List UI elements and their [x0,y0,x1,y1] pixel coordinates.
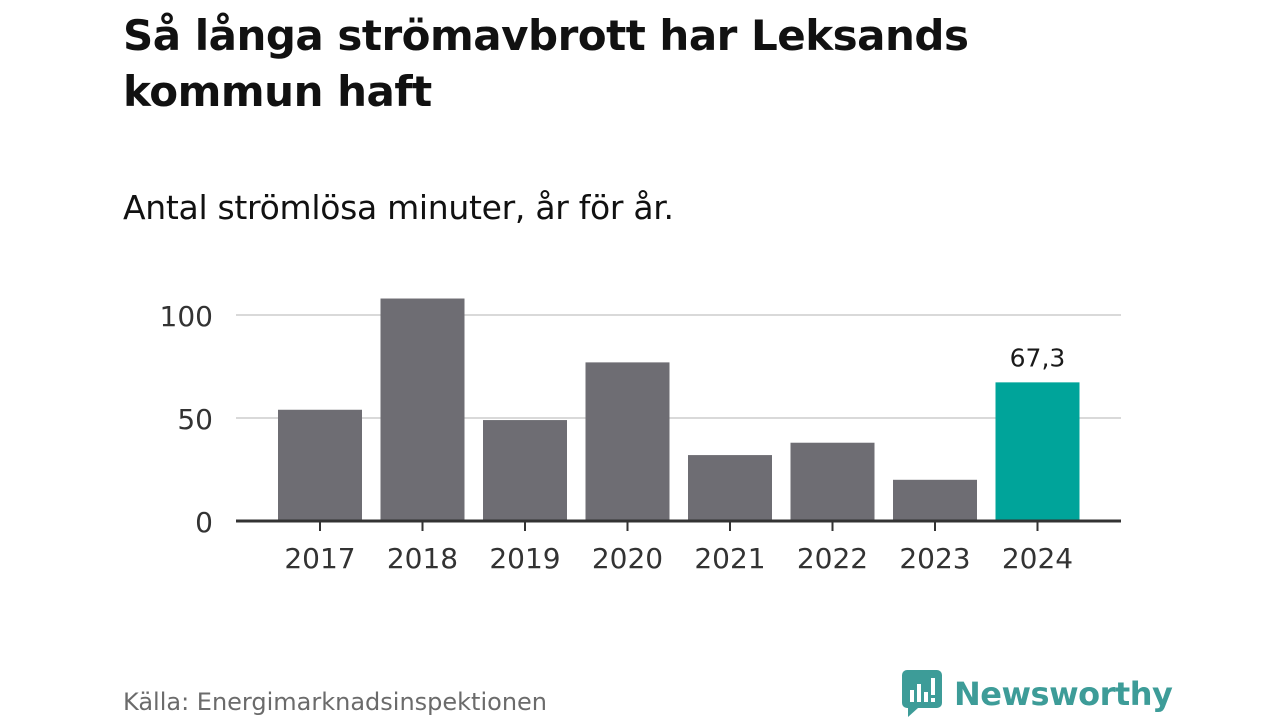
bar-2020 [585,362,670,521]
bar-2019 [483,420,567,521]
x-tick-label: 2023 [899,542,970,575]
x-tick-label: 2018 [387,542,458,575]
bar-2024 [995,382,1080,521]
bar-2022 [790,442,875,521]
brand-logo[interactable]: Newsworthy [902,670,1173,718]
brand-name: Newsworthy [954,675,1173,713]
newsworthy-logo-icon [902,670,942,717]
chart-subtitle: Antal strömlösa minuter, år för år. [123,188,674,227]
y-tick-label: 50 [177,403,213,436]
axes [236,519,1121,531]
data-label: 67,3 [1010,343,1066,372]
bars [278,298,1080,521]
source-note: Källa: Energimarknadsinspektionen [123,688,548,716]
x-tick-label: 2021 [694,542,765,575]
chart-title: Så långa strömavbrott har Leksands kommu… [123,11,969,116]
x-tick-label: 2019 [489,542,560,575]
labels: 0 50 100 2017 2018 2019 2020 2021 2022 2023 2024 67… [160,300,1074,575]
y-tick-label: 100 [160,300,213,333]
x-tick-label: 2024 [1002,542,1073,575]
y-tick-label: 0 [195,506,213,539]
bar-2021 [688,455,772,521]
bar-2023 [893,479,977,521]
bar-2017 [278,409,362,521]
x-tick-label: 2022 [797,542,868,575]
gridlines [236,314,1121,419]
bar-chart: 0 50 100 2017 2018 2019 2020 2021 2022 2023 2024 67… [160,298,1121,575]
bar-2018 [380,298,465,521]
x-tick-label: 2017 [284,542,355,575]
x-tick-label: 2020 [592,542,663,575]
